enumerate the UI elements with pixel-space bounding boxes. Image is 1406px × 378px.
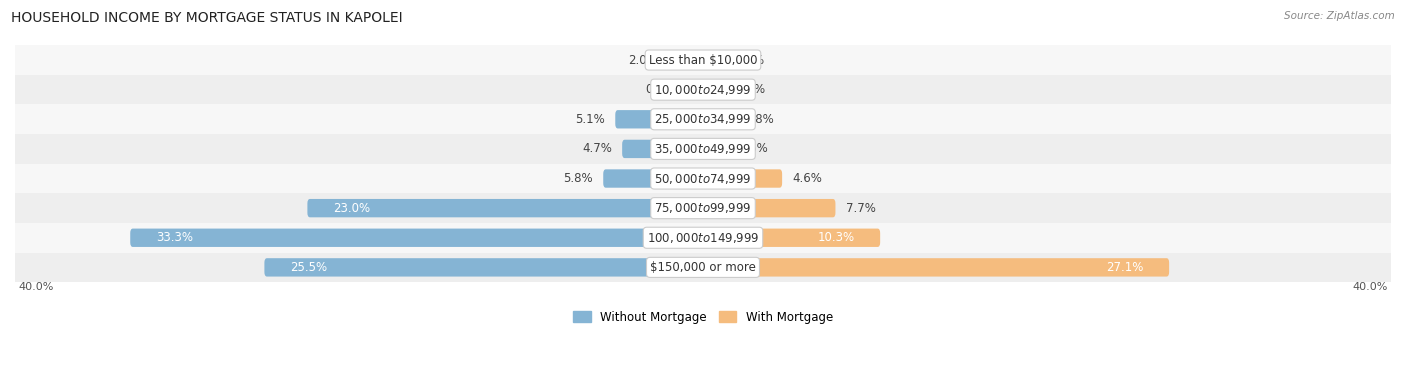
FancyBboxPatch shape — [623, 140, 703, 158]
Bar — [15, 134, 1391, 164]
Text: $10,000 to $24,999: $10,000 to $24,999 — [654, 83, 752, 97]
Text: 40.0%: 40.0% — [1353, 282, 1388, 292]
Text: 10.3%: 10.3% — [817, 231, 855, 244]
Text: Source: ZipAtlas.com: Source: ZipAtlas.com — [1284, 11, 1395, 21]
Text: 25.5%: 25.5% — [290, 261, 328, 274]
Bar — [15, 104, 1391, 134]
FancyBboxPatch shape — [703, 140, 728, 158]
Bar — [15, 223, 1391, 253]
Text: 33.3%: 33.3% — [156, 231, 193, 244]
Text: 0.82%: 0.82% — [727, 54, 765, 67]
Text: $25,000 to $34,999: $25,000 to $34,999 — [654, 112, 752, 126]
Bar — [15, 164, 1391, 193]
Bar — [15, 45, 1391, 75]
Text: 23.0%: 23.0% — [333, 201, 370, 215]
FancyBboxPatch shape — [703, 169, 782, 188]
Text: Less than $10,000: Less than $10,000 — [648, 54, 758, 67]
Text: $75,000 to $99,999: $75,000 to $99,999 — [654, 201, 752, 215]
FancyBboxPatch shape — [703, 81, 718, 99]
FancyBboxPatch shape — [603, 169, 703, 188]
FancyBboxPatch shape — [703, 258, 1170, 277]
Text: 1.8%: 1.8% — [744, 113, 775, 126]
Text: 0.86%: 0.86% — [728, 83, 765, 96]
FancyBboxPatch shape — [693, 81, 703, 99]
Text: $150,000 or more: $150,000 or more — [650, 261, 756, 274]
Text: 0.61%: 0.61% — [645, 83, 682, 96]
FancyBboxPatch shape — [703, 199, 835, 217]
FancyBboxPatch shape — [131, 229, 703, 247]
Text: 5.8%: 5.8% — [564, 172, 593, 185]
Text: 4.7%: 4.7% — [582, 143, 612, 155]
FancyBboxPatch shape — [616, 110, 703, 129]
Text: 1.5%: 1.5% — [740, 143, 769, 155]
Text: 7.7%: 7.7% — [846, 201, 876, 215]
Text: 4.6%: 4.6% — [793, 172, 823, 185]
Text: 2.0%: 2.0% — [628, 54, 658, 67]
Text: $50,000 to $74,999: $50,000 to $74,999 — [654, 172, 752, 186]
Bar — [15, 75, 1391, 104]
Text: 5.1%: 5.1% — [575, 113, 605, 126]
Bar — [15, 253, 1391, 282]
FancyBboxPatch shape — [669, 51, 703, 69]
FancyBboxPatch shape — [308, 199, 703, 217]
Text: HOUSEHOLD INCOME BY MORTGAGE STATUS IN KAPOLEI: HOUSEHOLD INCOME BY MORTGAGE STATUS IN K… — [11, 11, 404, 25]
Legend: Without Mortgage, With Mortgage: Without Mortgage, With Mortgage — [568, 306, 838, 328]
FancyBboxPatch shape — [703, 229, 880, 247]
Text: 40.0%: 40.0% — [18, 282, 53, 292]
Text: $100,000 to $149,999: $100,000 to $149,999 — [647, 231, 759, 245]
FancyBboxPatch shape — [703, 110, 734, 129]
Text: $35,000 to $49,999: $35,000 to $49,999 — [654, 142, 752, 156]
Bar — [15, 193, 1391, 223]
FancyBboxPatch shape — [703, 51, 717, 69]
FancyBboxPatch shape — [264, 258, 703, 277]
Text: 27.1%: 27.1% — [1107, 261, 1143, 274]
